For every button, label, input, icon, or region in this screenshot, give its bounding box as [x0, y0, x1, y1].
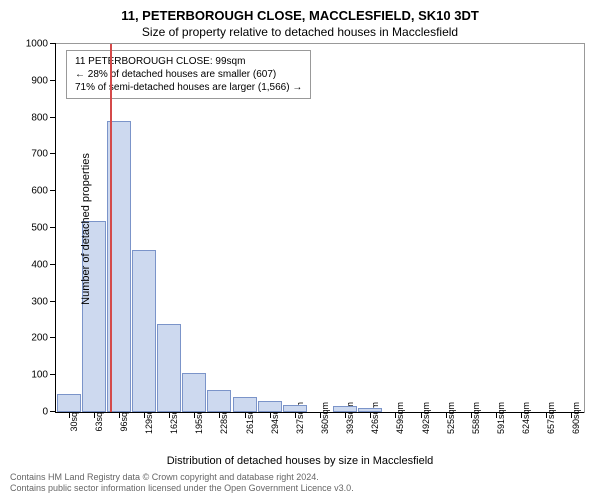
y-tick: [50, 190, 56, 191]
y-tick: [50, 264, 56, 265]
y-tick: [50, 301, 56, 302]
y-tick-label: 400: [31, 259, 48, 270]
y-tick-label: 700: [31, 149, 48, 160]
plot-region: 11 PETERBOROUGH CLOSE: 99sqm ← 28% of de…: [55, 44, 584, 413]
x-tick-label: 426sqm: [370, 402, 380, 434]
chart-title-line2: Size of property relative to detached ho…: [0, 23, 600, 43]
x-tick-label: 525sqm: [446, 402, 456, 434]
y-tick: [50, 411, 56, 412]
histogram-bar: [207, 390, 231, 412]
x-tick-label: 690sqm: [571, 402, 581, 434]
x-tick-label: 657sqm: [546, 402, 556, 434]
histogram-bar: [258, 401, 282, 412]
x-axis-label: Distribution of detached houses by size …: [0, 455, 600, 467]
info-box: 11 PETERBOROUGH CLOSE: 99sqm ← 28% of de…: [66, 50, 311, 99]
y-tick-label: 900: [31, 75, 48, 86]
footer-line1: Contains HM Land Registry data © Crown c…: [10, 472, 354, 483]
y-tick-label: 500: [31, 223, 48, 234]
histogram-bar: [57, 394, 81, 412]
x-tick-label: 591sqm: [496, 402, 506, 434]
footer-line2: Contains public sector information licen…: [10, 483, 354, 494]
footer: Contains HM Land Registry data © Crown c…: [10, 472, 354, 494]
chart-title-line1: 11, PETERBOROUGH CLOSE, MACCLESFIELD, SK…: [0, 0, 600, 23]
y-tick: [50, 80, 56, 81]
y-tick: [50, 227, 56, 228]
histogram-bar: [333, 406, 357, 412]
histogram-bar: [283, 405, 307, 412]
histogram-bar: [132, 250, 156, 412]
y-tick: [50, 117, 56, 118]
y-axis-label: Number of detached properties: [80, 153, 92, 305]
histogram-bar: [358, 408, 382, 412]
y-tick-label: 200: [31, 333, 48, 344]
x-tick-label: 492sqm: [421, 402, 431, 434]
histogram-bar: [157, 324, 181, 412]
x-tick-label: 360sqm: [320, 402, 330, 434]
y-tick-label: 600: [31, 186, 48, 197]
y-tick-label: 1000: [26, 39, 48, 50]
x-tick-label: 459sqm: [395, 402, 405, 434]
y-tick: [50, 43, 56, 44]
y-tick-label: 0: [42, 407, 48, 418]
histogram-bar: [182, 373, 206, 412]
chart-area: 11 PETERBOROUGH CLOSE: 99sqm ← 28% of de…: [55, 43, 585, 413]
histogram-bar: [233, 397, 257, 412]
x-tick-label: 624sqm: [521, 402, 531, 434]
y-tick-label: 300: [31, 296, 48, 307]
y-tick: [50, 153, 56, 154]
property-marker-line: [110, 44, 112, 412]
y-tick-label: 800: [31, 112, 48, 123]
y-tick: [50, 337, 56, 338]
y-tick-label: 100: [31, 370, 48, 381]
x-tick-label: 558sqm: [471, 402, 481, 434]
y-tick: [50, 374, 56, 375]
